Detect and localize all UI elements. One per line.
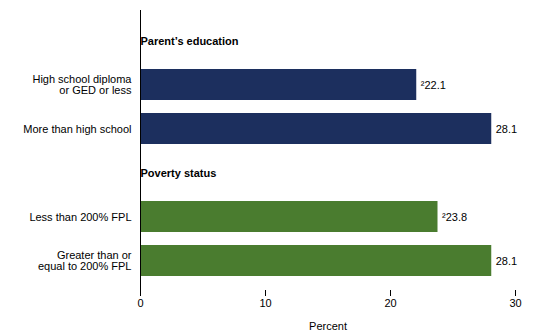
svg-text:0: 0 [137, 297, 143, 309]
svg-text:More than high school: More than high school [23, 123, 131, 135]
svg-text:²23.8: ²23.8 [442, 211, 467, 223]
svg-text:28.1: 28.1 [496, 255, 517, 267]
svg-text:30: 30 [509, 297, 521, 309]
svg-text:10: 10 [259, 297, 271, 309]
svg-text:²22.1: ²22.1 [421, 79, 446, 91]
svg-text:Percent: Percent [309, 320, 347, 332]
svg-text:High school diplomaor GED or l: High school diplomaor GED or less [32, 73, 132, 96]
svg-text:Greater than orequal to 200% F: Greater than orequal to 200% FPL [38, 249, 132, 272]
svg-text:28.1: 28.1 [496, 123, 517, 135]
svg-text:20: 20 [384, 297, 396, 309]
svg-text:Parent’s education: Parent’s education [141, 35, 239, 47]
svg-text:Poverty status: Poverty status [141, 167, 217, 179]
svg-text:Less than 200% FPL: Less than 200% FPL [29, 211, 131, 223]
